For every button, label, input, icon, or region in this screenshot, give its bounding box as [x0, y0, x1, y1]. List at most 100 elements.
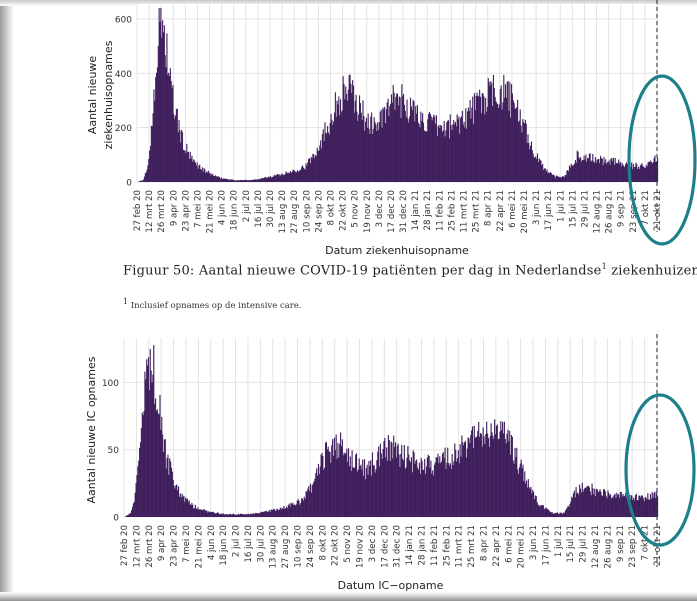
bar — [415, 106, 417, 182]
bar — [521, 132, 523, 182]
bar — [463, 442, 466, 517]
bar — [219, 178, 222, 182]
bar — [268, 176, 270, 182]
bar — [455, 449, 457, 517]
bar — [602, 496, 604, 517]
bar — [369, 134, 371, 182]
bar — [249, 514, 251, 517]
bar — [162, 452, 165, 517]
bar — [510, 435, 513, 517]
bar — [578, 494, 580, 517]
bar — [208, 511, 210, 517]
bar — [185, 497, 187, 517]
bar — [561, 176, 564, 182]
bar — [434, 116, 436, 182]
bar — [577, 492, 579, 517]
bar — [641, 163, 643, 182]
bar — [428, 456, 430, 517]
bar — [440, 461, 443, 517]
bar — [497, 104, 499, 182]
bar — [374, 472, 376, 517]
bar — [431, 120, 433, 182]
bar — [533, 499, 536, 517]
x-tick-label: 4 jun 20 — [207, 525, 217, 560]
bar — [435, 456, 437, 517]
bar — [437, 453, 439, 517]
bar — [351, 450, 353, 517]
bar — [247, 179, 249, 182]
bar — [353, 112, 355, 182]
bar — [165, 468, 167, 517]
bar — [485, 433, 487, 517]
bar — [243, 514, 245, 517]
bar — [585, 154, 587, 182]
bar — [324, 467, 326, 517]
bar — [604, 162, 606, 182]
x-tick-label: 17 jun 21 — [541, 525, 551, 566]
bar — [181, 493, 183, 517]
bar — [338, 96, 340, 182]
bar — [144, 173, 146, 182]
x-tick-label: 26 aug 21 — [605, 190, 615, 234]
bar — [321, 133, 323, 182]
bar — [221, 178, 223, 182]
bar — [545, 171, 547, 182]
bar — [147, 365, 149, 517]
bar — [458, 116, 460, 182]
bar — [394, 109, 396, 182]
bar — [362, 459, 364, 517]
bar — [330, 113, 332, 182]
bar — [216, 512, 219, 517]
bar — [253, 513, 255, 517]
bar — [446, 462, 448, 517]
bar — [308, 485, 310, 517]
bar — [304, 169, 306, 182]
x-tick-label: 3 dec 20 — [375, 190, 385, 227]
bar — [574, 163, 576, 182]
bar — [260, 178, 262, 182]
bar — [316, 147, 318, 182]
bar — [603, 157, 605, 182]
bar — [366, 127, 368, 182]
bar — [623, 165, 625, 182]
bar — [169, 68, 171, 182]
bar — [232, 179, 234, 182]
bar — [342, 76, 344, 182]
bar — [170, 461, 172, 517]
bar — [186, 143, 188, 182]
bar — [211, 173, 213, 182]
bar — [248, 514, 250, 517]
bar — [407, 445, 409, 517]
bar — [188, 158, 190, 182]
bar — [605, 159, 607, 182]
bar — [434, 462, 436, 517]
bar — [582, 159, 584, 182]
bar — [431, 473, 433, 517]
bar — [292, 502, 294, 517]
bar — [238, 180, 240, 182]
bar — [520, 459, 522, 517]
bar — [417, 469, 420, 517]
bar — [464, 127, 466, 182]
bar — [413, 452, 415, 517]
bar — [193, 508, 195, 517]
bar — [535, 156, 537, 182]
bar — [153, 89, 155, 182]
bar — [537, 161, 539, 182]
bar — [604, 491, 606, 517]
bar — [404, 110, 406, 182]
bar — [429, 467, 431, 517]
bar — [519, 463, 521, 517]
bar — [575, 487, 577, 517]
bar — [380, 109, 382, 182]
bar — [284, 508, 286, 517]
bar — [165, 67, 167, 182]
bar — [491, 432, 493, 517]
bar — [587, 158, 590, 182]
bar — [224, 178, 226, 182]
bar — [182, 149, 184, 182]
bar — [251, 179, 253, 182]
bar — [386, 460, 389, 517]
x-tick-label: 1 jul 21 — [554, 525, 564, 557]
